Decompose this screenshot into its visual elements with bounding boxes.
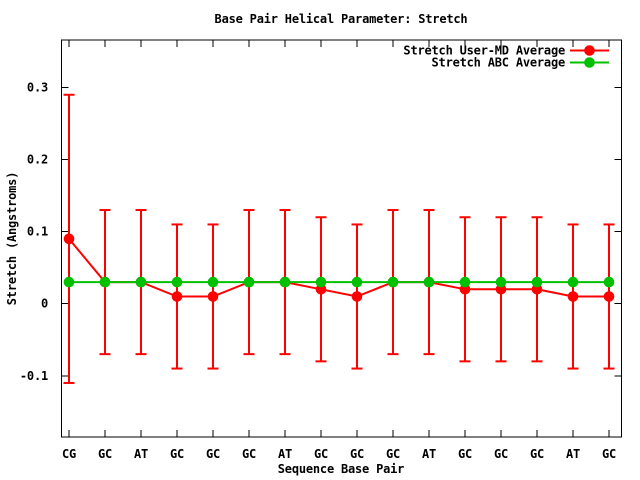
- data-point-user-md: [567, 291, 579, 302]
- data-point-abc: [315, 276, 327, 288]
- data-point-abc: [423, 276, 435, 288]
- plot-area: CG GC AT GC GC GC AT GC GC GC AT GC GC GC AT GC -0.1 0 0.1…: [20, 39, 622, 461]
- y-tick-label: 0: [41, 297, 48, 311]
- data-point-abc: [99, 276, 111, 288]
- data-point-abc: [351, 276, 363, 288]
- x-tick-label: GC: [206, 447, 220, 461]
- data-point-abc: [387, 276, 399, 288]
- plot-border: [61, 39, 622, 438]
- data-point-abc: [135, 276, 147, 288]
- data-point-user-md: [207, 291, 219, 302]
- y-tick-label: 0.3: [27, 81, 48, 95]
- series-user-md-line: [68, 238, 609, 298]
- x-tick-label: GC: [458, 447, 472, 461]
- x-tick-label: GC: [98, 447, 112, 461]
- legend-sample-marker-abc: [584, 57, 595, 68]
- x-tick-label: GC: [170, 447, 184, 461]
- y-tick-label: -0.1: [20, 369, 48, 383]
- data-point-abc: [495, 276, 507, 288]
- data-point-user-md: [603, 291, 615, 302]
- y-tick-label: 0.1: [27, 225, 48, 239]
- legend-label-abc: Stretch ABC Average: [432, 56, 565, 70]
- data-point-abc: [567, 276, 579, 288]
- chart-title: Base Pair Helical Parameter: Stretch: [215, 12, 468, 26]
- x-tick-label: GC: [350, 447, 364, 461]
- x-tick-label: AT: [134, 447, 148, 461]
- data-point-abc: [63, 276, 75, 288]
- x-tick-label: GC: [602, 447, 616, 461]
- y-axis-label: Stretch (Angstroms): [5, 172, 19, 305]
- x-tick-label: GC: [494, 447, 508, 461]
- x-tick-label: GC: [242, 447, 256, 461]
- x-tick-label: GC: [314, 447, 328, 461]
- x-tick-label: GC: [386, 447, 400, 461]
- data-point-user-md: [171, 291, 183, 302]
- data-point-abc: [603, 276, 615, 288]
- data-point-abc: [531, 276, 543, 288]
- legend: Stretch User-MD Average Stretch ABC Aver…: [403, 44, 609, 70]
- data-point-abc: [207, 276, 219, 288]
- data-point-user-md: [63, 233, 75, 245]
- y-tick-label: 0.2: [27, 153, 48, 167]
- data-point-abc: [243, 276, 255, 288]
- x-tick-label: GC: [530, 447, 544, 461]
- data-point-abc: [279, 276, 291, 288]
- x-tick-label: AT: [566, 447, 580, 461]
- data-point-abc: [171, 276, 183, 288]
- x-tick-label: CG: [62, 447, 76, 461]
- x-tick-label: AT: [278, 447, 292, 461]
- legend-sample-marker-user-md: [584, 45, 595, 56]
- x-axis-label: Sequence Base Pair: [278, 462, 404, 476]
- legend-label-user-md: Stretch User-MD Average: [403, 44, 565, 58]
- x-tick-label: AT: [422, 447, 436, 461]
- data-point-abc: [459, 276, 471, 288]
- data-point-user-md: [351, 291, 363, 302]
